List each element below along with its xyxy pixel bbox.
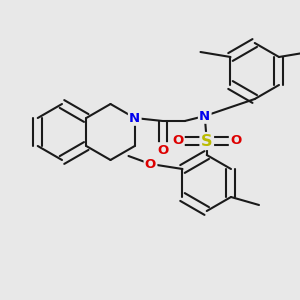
Text: O: O: [230, 134, 242, 148]
Text: O: O: [157, 143, 168, 157]
Text: S: S: [201, 134, 212, 148]
Text: O: O: [145, 158, 156, 170]
Text: O: O: [172, 134, 183, 148]
Text: N: N: [129, 112, 140, 124]
Text: N: N: [199, 110, 210, 122]
